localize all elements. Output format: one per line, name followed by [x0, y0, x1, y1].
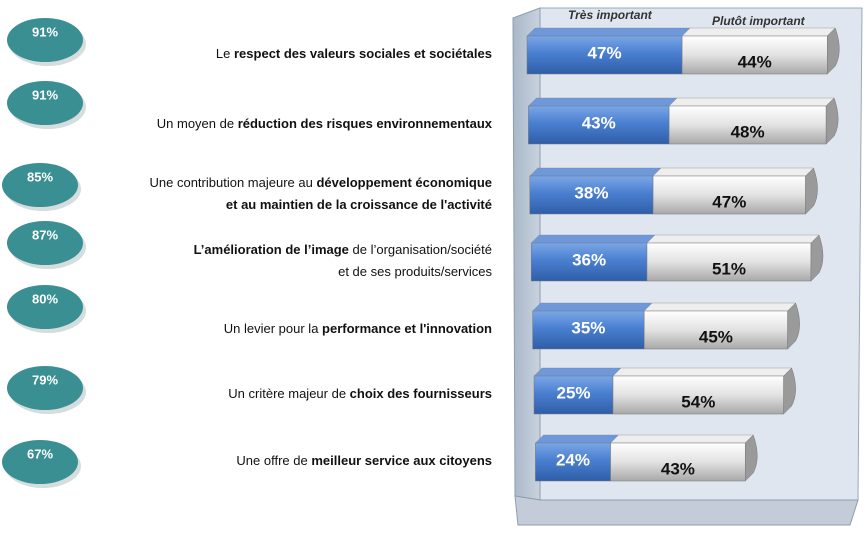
bar-top — [534, 434, 620, 444]
category-label: Un critère majeur de choix des fournisse… — [228, 386, 492, 401]
bar-top — [668, 97, 835, 107]
total-badge — [7, 81, 83, 125]
category-label-part: réduction des risques environnementaux — [238, 116, 493, 131]
total-label: 91% — [32, 87, 58, 102]
category-label-part: Une contribution majeure au — [150, 175, 317, 190]
bar-segment — [528, 105, 670, 145]
value-label: 51% — [712, 259, 746, 278]
category-label-part: Un critère majeur de — [228, 386, 349, 401]
total-label: 80% — [32, 291, 58, 306]
category-label-part: performance et l'innovation — [322, 321, 492, 336]
bar-segment — [532, 310, 645, 350]
value-label: 38% — [574, 183, 608, 202]
bar-top — [532, 302, 653, 312]
category-label: Un moyen de réduction des risques enviro… — [157, 116, 493, 131]
total-badge — [7, 285, 83, 329]
category-label-part: meilleur service aux citoyens — [311, 453, 492, 468]
bar-top — [526, 27, 691, 37]
value-label: 43% — [661, 459, 695, 478]
value-label: 54% — [681, 392, 715, 411]
category-label-part: Un moyen de — [157, 116, 238, 131]
value-label: 24% — [556, 450, 590, 469]
total-label: 79% — [32, 372, 58, 387]
bar-top — [610, 434, 754, 444]
value-label: 47% — [712, 192, 746, 211]
category-label-part: choix des fournisseurs — [350, 386, 492, 401]
category-label-part: développement économique — [316, 175, 492, 190]
bar-top — [529, 167, 662, 177]
bar-end — [787, 302, 800, 350]
category-label-part: Un levier pour la — [224, 321, 322, 336]
total-label: 85% — [27, 169, 53, 184]
total-label: 67% — [27, 446, 53, 461]
value-label: 25% — [556, 383, 590, 402]
bar-segment — [668, 105, 827, 145]
bar-top — [652, 167, 815, 177]
bar-top — [646, 234, 820, 244]
bar-end — [810, 234, 824, 282]
total-badge — [2, 163, 78, 207]
bar-top — [643, 302, 797, 312]
bar-end — [783, 367, 796, 415]
legend-label: Très important — [568, 8, 653, 22]
total-label: 91% — [32, 24, 58, 39]
bar-segment — [529, 175, 654, 215]
category-label: Une offre de meilleur service aux citoye… — [236, 453, 492, 468]
value-label: 35% — [571, 318, 605, 337]
category-label-part: respect des valeurs sociales et sociétal… — [234, 46, 492, 61]
category-label: et au maintien de la croissance de l'act… — [226, 197, 492, 212]
bar-end — [805, 167, 818, 215]
total-badge — [7, 366, 83, 410]
bar-top — [530, 234, 656, 244]
category-label-part: et au maintien de la croissance de l'act… — [226, 197, 492, 212]
bar-segment — [530, 242, 648, 282]
bar-segment — [681, 35, 828, 75]
bar-top — [527, 97, 678, 107]
category-label-part: L’amélioration de l’image — [194, 242, 349, 257]
category-label: Un levier pour la performance et l'innov… — [224, 321, 492, 336]
category-label-part: Une offre de — [236, 453, 311, 468]
category-label-part: Le — [216, 46, 234, 61]
bar-end — [825, 97, 839, 145]
bar-segment — [526, 35, 683, 75]
bar-top — [612, 367, 793, 377]
total-badge — [2, 440, 78, 484]
category-label: Le respect des valeurs sociales et socié… — [216, 46, 492, 61]
category-label: Une contribution majeure au développemen… — [150, 175, 492, 190]
legend-label: Plutôt important — [712, 14, 806, 28]
bar-top — [533, 367, 622, 377]
total-badge — [7, 221, 83, 265]
category-label-part: et de ses produits/services — [338, 264, 492, 279]
bar-end — [744, 434, 758, 482]
value-label: 44% — [738, 52, 772, 71]
bar-segment — [646, 242, 812, 282]
bar-segment — [643, 310, 788, 350]
bar-segment — [535, 442, 611, 482]
category-label: et de ses produits/services — [338, 264, 492, 279]
total-badge — [7, 18, 83, 62]
bar-segment — [612, 375, 784, 415]
bar-top — [681, 27, 836, 37]
value-label: 47% — [588, 43, 622, 62]
value-label: 36% — [572, 250, 606, 269]
value-label: 45% — [699, 327, 733, 346]
category-label: L’amélioration de l’image de l’organisat… — [194, 242, 492, 257]
total-label: 87% — [32, 227, 58, 242]
category-label-part: de l’organisation/société — [349, 242, 492, 257]
bar-segment — [610, 442, 746, 482]
value-label: 43% — [582, 113, 616, 132]
bar-segment — [533, 375, 614, 415]
value-label: 48% — [731, 122, 765, 141]
bar-end — [827, 27, 840, 75]
bar-segment — [652, 175, 806, 215]
